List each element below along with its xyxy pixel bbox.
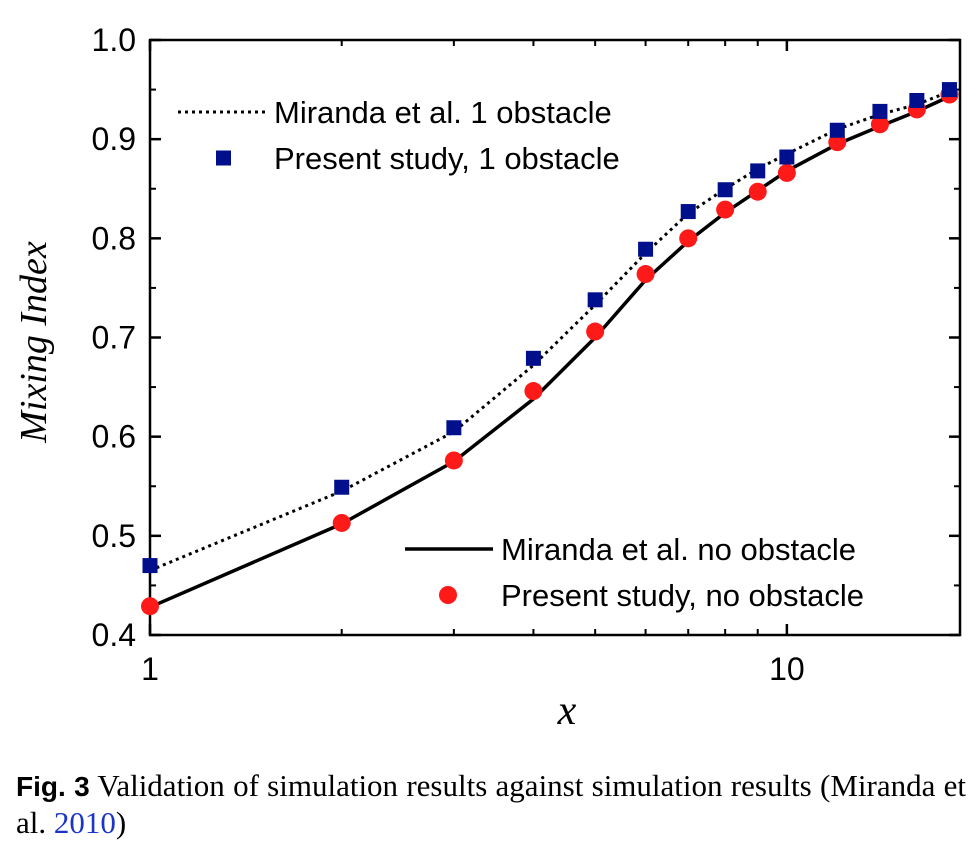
x-tick-label: 10: [769, 651, 805, 687]
circle-marker: [444, 451, 463, 470]
circle-marker: [524, 382, 543, 401]
circle-marker: [870, 115, 889, 134]
square-marker: [680, 204, 696, 220]
figure-caption: Fig. 3 Validation of simulation results …: [16, 768, 966, 841]
y-axis-title: Mixing Index: [13, 241, 55, 444]
circle-marker: [716, 200, 735, 219]
square-marker: [872, 103, 888, 119]
caption-close: ): [115, 805, 127, 840]
legend-label: Present study, no obstacle: [501, 578, 864, 613]
square-marker: [587, 292, 603, 308]
square-marker: [638, 241, 654, 257]
y-tick-label: 0.4: [92, 617, 136, 653]
circle-marker: [332, 513, 351, 532]
plot-axes: 0.4 0.5 0.6 0.7 0.8 0.9 1.0 1 10: [92, 22, 962, 687]
circle-marker: [636, 265, 655, 284]
circle-marker: [777, 163, 796, 182]
square-marker: [941, 82, 957, 98]
y-tick-label: 1.0: [92, 22, 136, 58]
legend-square-swatch: [216, 150, 231, 166]
circle-marker: [679, 229, 698, 248]
caption-text: Validation of simulation results against…: [16, 768, 966, 840]
y-tick-label: 0.7: [92, 320, 136, 356]
square-marker: [909, 92, 925, 108]
series-layer: [141, 82, 959, 616]
circle-marker: [586, 322, 605, 341]
series-line-1-obstacle: [149, 90, 950, 572]
square-marker: [142, 558, 158, 574]
citation-year-link[interactable]: 2010: [53, 805, 116, 840]
square-marker: [779, 149, 795, 165]
y-tick-label: 0.6: [92, 419, 136, 455]
square-marker: [525, 350, 541, 366]
x-axis-title: x: [557, 688, 577, 734]
circle-marker: [748, 182, 767, 201]
legend-circle-swatch: [439, 586, 457, 604]
legend-label: Miranda et al. 1 obstacle: [274, 95, 612, 130]
y-tick-label: 0.8: [92, 220, 136, 256]
square-marker: [446, 420, 462, 436]
square-marker: [750, 163, 766, 179]
legend-label: Miranda et al. no obstacle: [501, 532, 856, 567]
square-marker: [829, 122, 845, 138]
legend-layer: Miranda et al. 1 obstacle Present study, …: [178, 95, 864, 613]
y-tick-label: 0.5: [92, 518, 136, 554]
circle-marker: [141, 597, 159, 616]
x-tick-label: 1: [141, 651, 159, 687]
mixing-index-chart: 0.4 0.5 0.6 0.7 0.8 0.9 1.0 1 10 Miranda et al. …: [13, 22, 962, 734]
square-marker: [717, 182, 733, 198]
legend-label: Present study, 1 obstacle: [274, 141, 620, 176]
y-tick-label: 0.9: [92, 121, 136, 157]
figure-label: Fig. 3: [16, 771, 90, 802]
square-marker: [334, 479, 350, 495]
